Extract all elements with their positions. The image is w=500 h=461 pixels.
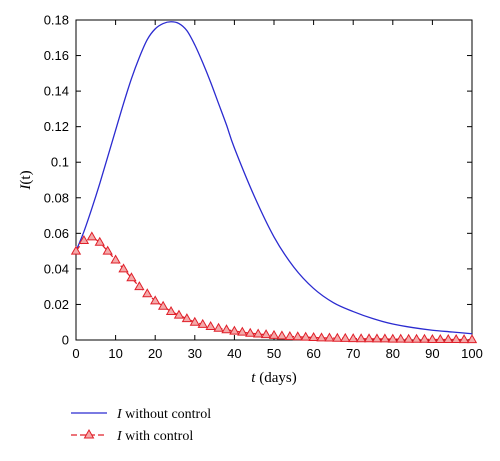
- series-point: [70, 245, 82, 255]
- series-point: [78, 234, 90, 244]
- series-point: [221, 324, 232, 334]
- series-point: [245, 327, 256, 337]
- series-point: [86, 231, 98, 241]
- series-point: [458, 334, 470, 344]
- series-point: [411, 333, 422, 343]
- x-tick-label: 60: [306, 346, 320, 361]
- series-point: [205, 320, 216, 330]
- series-point: [348, 333, 359, 343]
- y-tick-label: 0: [62, 333, 69, 348]
- y-axis-title: I(t): [18, 170, 34, 190]
- series-point: [165, 306, 177, 316]
- series-point: [252, 328, 264, 338]
- y-tick-label: 0.06: [44, 226, 69, 241]
- series-point: [213, 322, 224, 332]
- series-point: [379, 333, 391, 343]
- series-point: [403, 333, 414, 343]
- series-point: [324, 332, 335, 342]
- series-point: [435, 333, 446, 343]
- series-point: [102, 245, 113, 255]
- series-point: [284, 330, 296, 340]
- x-tick-label: 10: [108, 346, 122, 361]
- series-point: [450, 333, 462, 343]
- series-point: [292, 331, 303, 341]
- x-tick-label: 20: [148, 346, 162, 361]
- series-point: [237, 326, 248, 336]
- series-point: [134, 281, 145, 291]
- series-point: [363, 333, 375, 343]
- x-tick-label: 30: [188, 346, 202, 361]
- series-point: [355, 333, 367, 343]
- series-point: [300, 331, 311, 341]
- series-point: [173, 309, 185, 319]
- y-tick-label: 0.1: [51, 155, 69, 170]
- x-axis-title: t (days): [251, 370, 296, 386]
- series-point: [332, 332, 343, 342]
- legend-label-without-control: I without control: [116, 407, 211, 422]
- legend: I without control I with control: [71, 407, 211, 444]
- x-tick-label: 0: [72, 346, 79, 361]
- series-point: [142, 288, 153, 298]
- x-tick-label: 50: [267, 346, 281, 361]
- y-tick-label: 0.16: [44, 48, 69, 63]
- series-point: [260, 329, 272, 339]
- series-point: [118, 263, 129, 273]
- series-point: [197, 318, 208, 328]
- series-point: [340, 332, 351, 342]
- series-point: [276, 330, 288, 340]
- series-point: [157, 300, 169, 310]
- axis-ticks: 0 10 20 30 40 50 60 70 80 90 100 0 0.02 0.04 0.06 0.08 0…: [44, 13, 483, 362]
- legend-label-with-control: I with control: [116, 429, 193, 444]
- series-point: [316, 332, 327, 342]
- y-tick-label: 0.02: [44, 297, 69, 312]
- y-tick-label: 0.18: [44, 13, 69, 28]
- x-tick-label: 70: [346, 346, 360, 361]
- y-tick-label: 0.08: [44, 190, 69, 205]
- y-tick-label: 0.04: [44, 261, 69, 276]
- series-point: [189, 316, 200, 326]
- series-point: [387, 333, 398, 343]
- series-point: [371, 333, 383, 343]
- series-point: [466, 334, 478, 344]
- series-point: [181, 313, 193, 323]
- series-point: [427, 333, 438, 343]
- series-point: [395, 333, 406, 343]
- series-layer: [70, 21, 478, 344]
- x-tick-label: 90: [425, 346, 439, 361]
- series-point: [150, 295, 161, 305]
- series-point: [308, 332, 319, 342]
- legend-marker-with-control: [83, 428, 95, 439]
- x-tick-label: 40: [227, 346, 241, 361]
- series-point: [443, 333, 454, 343]
- series-point: [110, 254, 121, 264]
- series-point: [419, 333, 430, 343]
- x-tick-label: 80: [386, 346, 400, 361]
- y-tick-label: 0.14: [44, 84, 69, 99]
- series-point: [126, 272, 137, 282]
- x-tick-label: 100: [461, 346, 483, 361]
- series-point: [94, 236, 105, 246]
- series-point: [268, 329, 280, 339]
- y-tick-label: 0.12: [44, 119, 69, 134]
- series-line-0: [75, 21, 473, 335]
- series-point: [229, 325, 240, 335]
